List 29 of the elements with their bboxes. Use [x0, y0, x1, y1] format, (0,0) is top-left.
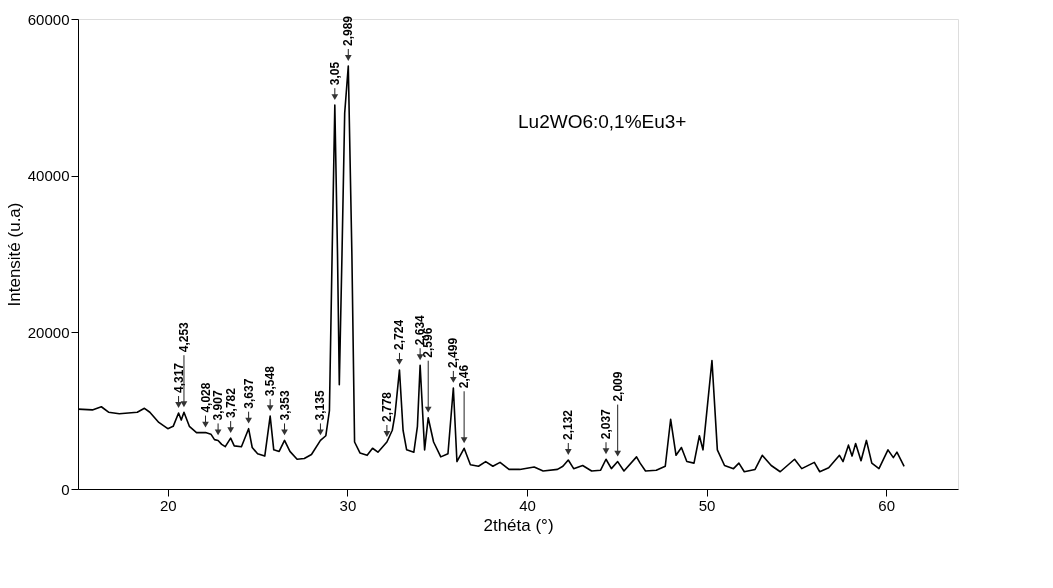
annotation: 2,724 [392, 319, 407, 350]
x-tick-label: 30 [339, 496, 357, 514]
annotation: Lu2WO6:0,1%Eu3+ [518, 111, 687, 133]
annotation: 4,253 [176, 321, 191, 353]
x-tick-label: 60 [878, 496, 896, 514]
annotation: 2,989 [341, 15, 356, 46]
annotation: 3,907 [211, 390, 226, 421]
x-tick-label: 50 [698, 496, 716, 514]
annotation: 2,009 [610, 371, 625, 402]
annotation: 3,548 [263, 365, 278, 397]
x-tick-label: 40 [519, 496, 536, 514]
annotation: 2,46 [457, 364, 472, 389]
annotation: 2,132 [561, 409, 576, 441]
x-tick-label: 20 [159, 496, 177, 514]
annotation: 3,05 [327, 61, 342, 86]
annotation: 2,778 [379, 391, 394, 422]
annotation: 2,037 [599, 408, 613, 440]
annotation: 4,028 [198, 382, 213, 413]
annotation: 3,135 [313, 390, 328, 421]
x-axis-title: 2théta (°) [483, 515, 554, 535]
annotation: 3,637 [241, 378, 256, 409]
y-tick-label: 40000 [27, 167, 70, 185]
annotation: 4,317 [171, 362, 186, 394]
annotation: 3,782 [223, 387, 238, 419]
y-tick-label: 0 [61, 480, 70, 498]
y-tick-label: 60000 [27, 10, 70, 28]
y-tick-label: 20000 [27, 323, 70, 341]
y-axis-title: Intensité (u.a) [4, 202, 24, 307]
annotation: 3,353 [277, 390, 292, 421]
